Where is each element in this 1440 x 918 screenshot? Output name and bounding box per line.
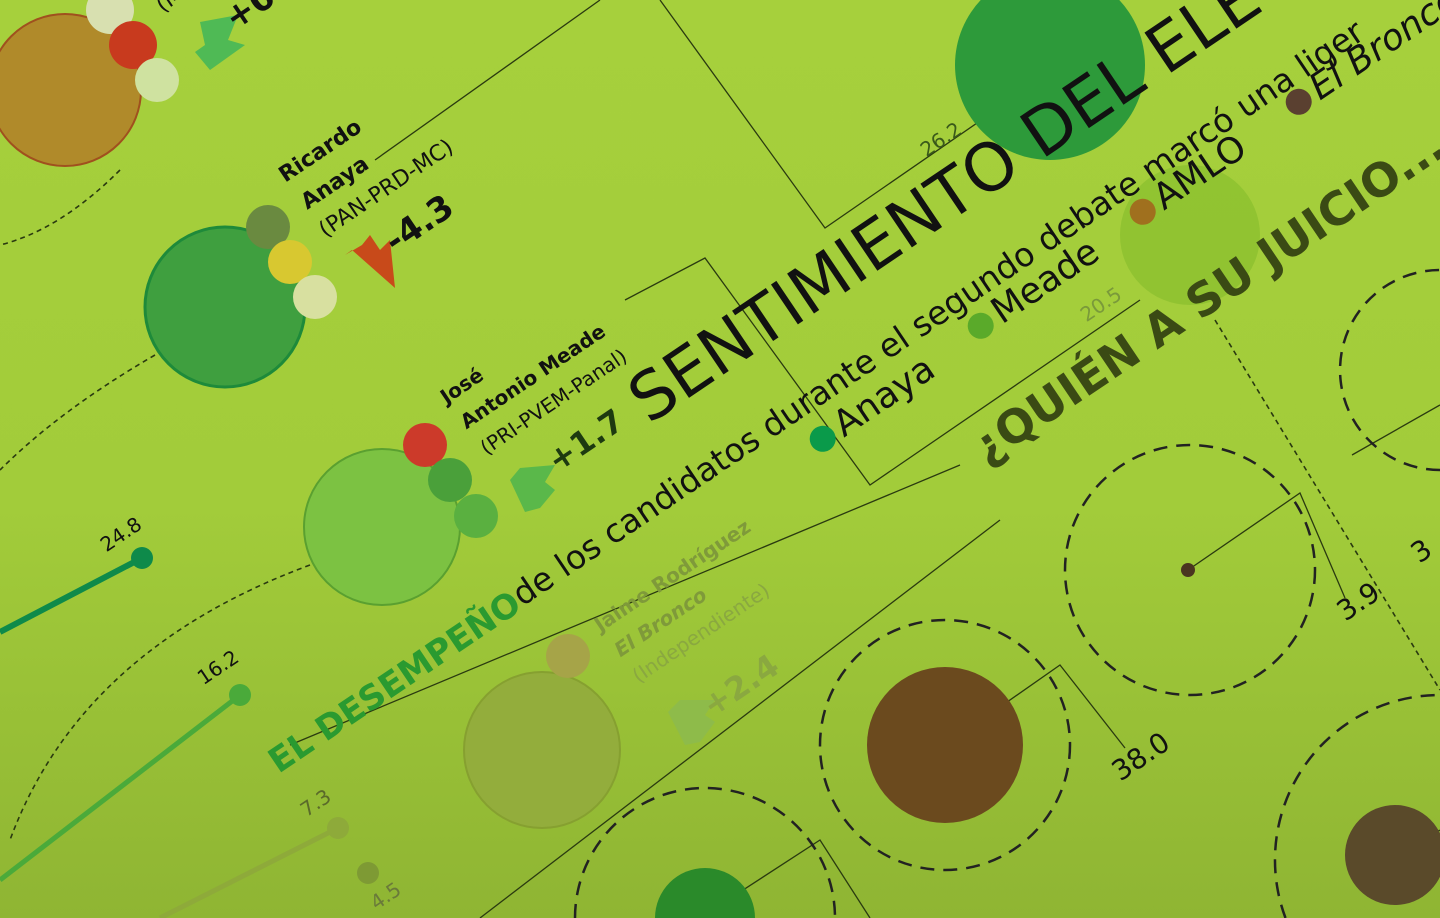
dashed-circles <box>573 268 1440 918</box>
arrow-up-icon <box>668 700 715 745</box>
leader-lines <box>289 0 1440 918</box>
sentiment-bubble-anaya <box>955 0 1145 160</box>
bronco-photo <box>463 671 621 829</box>
performance-lines <box>0 547 379 918</box>
anaya-bubble <box>655 868 755 918</box>
party-logos <box>86 0 498 538</box>
bronco-bubble <box>1345 805 1440 905</box>
arrow-up-icon <box>510 465 555 512</box>
amlo-bubble <box>867 667 1023 823</box>
arrow-up-icon <box>195 15 245 70</box>
arrow-down-icon <box>345 235 395 288</box>
sentiment-bubble-meade <box>1120 165 1260 305</box>
bronco-dot <box>1181 563 1195 577</box>
dashed-arrows <box>0 169 1440 841</box>
bronco-logo <box>546 634 590 678</box>
